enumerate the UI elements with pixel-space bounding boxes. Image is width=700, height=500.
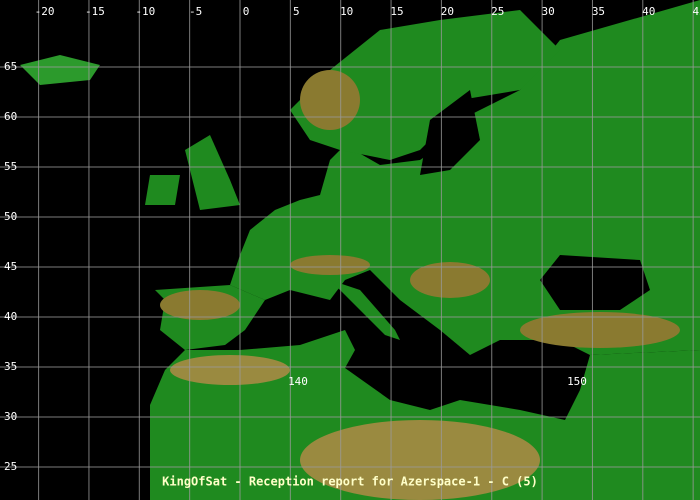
lon-tick-label: -20 bbox=[35, 5, 55, 18]
lon-tick-label: 30 bbox=[541, 5, 554, 18]
lat-tick-label: 50 bbox=[4, 210, 17, 223]
lon-tick-label: -5 bbox=[189, 5, 202, 18]
lat-tick-label: 55 bbox=[4, 160, 17, 173]
lat-tick-label: 35 bbox=[4, 360, 17, 373]
lat-tick-label: 30 bbox=[4, 410, 17, 423]
lat-tick-label: 25 bbox=[4, 460, 17, 473]
contour-label: 150 bbox=[567, 375, 587, 388]
contour-label: 140 bbox=[288, 375, 308, 388]
lat-tick-label: 60 bbox=[4, 110, 17, 123]
lon-tick-label: 0 bbox=[243, 5, 250, 18]
lon-tick-label: 5 bbox=[293, 5, 300, 18]
lon-tick-label: -15 bbox=[85, 5, 105, 18]
lon-tick-label: 15 bbox=[390, 5, 403, 18]
lon-tick-label: 35 bbox=[592, 5, 605, 18]
lat-tick-label: 40 bbox=[4, 310, 17, 323]
lon-tick-label: 20 bbox=[441, 5, 454, 18]
lon-tick-label: 40 bbox=[642, 5, 655, 18]
footer: KingOfSat - Reception report for Azerspa… bbox=[162, 475, 538, 489]
land bbox=[20, 0, 700, 500]
lon-tick-label: 45 bbox=[693, 5, 700, 18]
lon-tick-label: 10 bbox=[340, 5, 353, 18]
lat-tick-label: 65 bbox=[4, 60, 17, 73]
lon-tick-label: 25 bbox=[491, 5, 504, 18]
lat-tick-label: 45 bbox=[4, 260, 17, 273]
lon-tick-label: -10 bbox=[135, 5, 155, 18]
